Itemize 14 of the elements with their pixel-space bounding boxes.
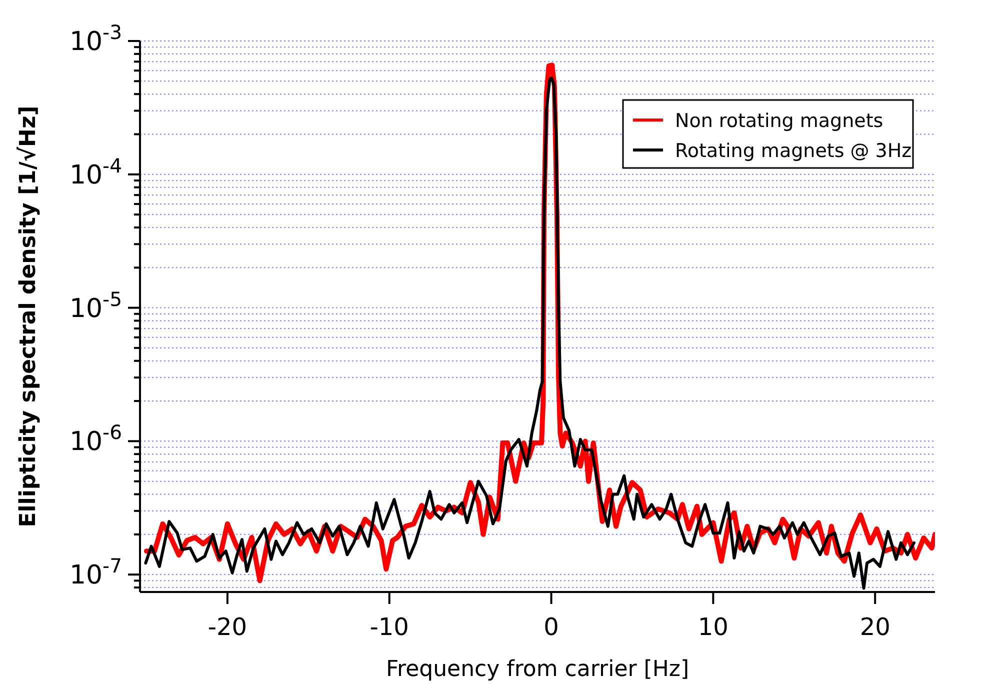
y-tick-label: 10$^{-4}$	[69, 154, 122, 190]
x-tick-label: 20	[860, 613, 890, 641]
x-tick-label: -20	[208, 613, 248, 641]
legend-label: Non rotating magnets	[675, 110, 884, 132]
x-tick-label: -10	[370, 613, 409, 641]
x-tick-label: 10	[698, 613, 728, 641]
y-tick-label: 10$^{-5}$	[69, 287, 122, 324]
legend-label: Rotating magnets @ 3Hz	[675, 140, 912, 162]
y-tick-label: 10$^{-6}$	[69, 420, 122, 458]
x-axis-title: Frequency from carrier [Hz]	[386, 657, 690, 682]
x-tick-label: 0	[544, 613, 559, 641]
y-tick-label: 10$^{-7}$	[69, 554, 122, 591]
y-axis-title: Ellipticity spectral density [1/√Hz]	[16, 106, 41, 528]
y-tick-label: 10$^{-3}$	[69, 20, 122, 57]
